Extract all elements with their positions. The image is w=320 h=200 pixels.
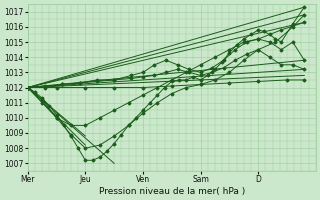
X-axis label: Pression niveau de la mer( hPa ): Pression niveau de la mer( hPa ): [99, 187, 245, 196]
